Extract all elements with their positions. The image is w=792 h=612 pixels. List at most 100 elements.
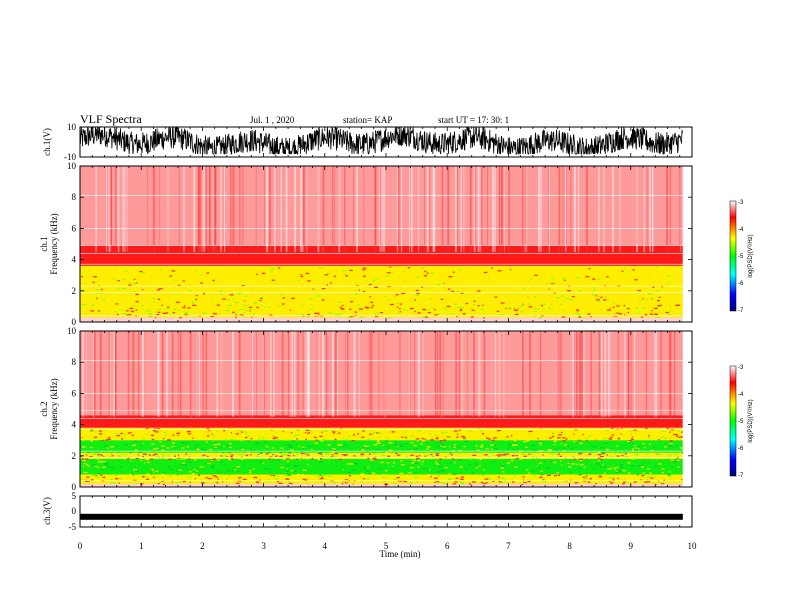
spec2-texture [333, 440, 336, 442]
spec1-texture [147, 310, 151, 312]
spec2-streak [202, 331, 204, 417]
spec1-texture [375, 278, 380, 280]
spec1-texture [387, 299, 391, 301]
spec1-texture [577, 309, 579, 311]
spec2-texture [442, 483, 446, 485]
spec1-texture [534, 274, 538, 276]
spec2-texture [211, 433, 213, 435]
spec2-streak [458, 331, 461, 417]
spec2-texture [630, 433, 632, 435]
spec1-texture [577, 290, 582, 292]
spec2-texture [361, 449, 365, 451]
spec2-texture [333, 432, 336, 434]
spec2-texture [618, 470, 622, 472]
spec2-texture [676, 434, 679, 436]
spec1-texture [256, 273, 258, 275]
spec2-texture [369, 433, 373, 435]
spec1-texture [312, 288, 314, 290]
spec2-texture [663, 479, 666, 481]
figure-title: VLF Spectra [80, 112, 142, 126]
spec1-texture [655, 290, 659, 292]
spec2-texture [82, 440, 85, 442]
spec2-texture [97, 451, 101, 453]
spec2-texture [153, 472, 155, 474]
spec1-texture [139, 270, 143, 273]
spec1-texture [369, 296, 372, 298]
spec2-texture [301, 474, 304, 476]
spec1-streak [212, 166, 214, 252]
spec1-texture [192, 316, 195, 318]
spec2-texture [96, 458, 99, 460]
spec2-texture [400, 464, 405, 466]
spec2-texture [260, 428, 263, 430]
spec2-texture [510, 460, 514, 462]
spec1-streak [456, 166, 458, 252]
spec1-texture [166, 307, 170, 310]
spec2-texture [349, 463, 354, 465]
spec2-texture [567, 445, 570, 447]
spec2-texture [90, 429, 94, 431]
spec1-texture [315, 312, 320, 314]
spec2-texture [458, 429, 461, 431]
spec1-texture [305, 272, 309, 275]
spec1-texture [608, 299, 610, 301]
spec2-texture [618, 438, 620, 440]
spec2-streak [138, 331, 140, 417]
spec2-texture [293, 465, 296, 467]
spec2-texture [284, 454, 287, 456]
spec2-texture [191, 473, 195, 475]
spec2-texture [129, 473, 131, 475]
spec2-texture [383, 475, 385, 477]
spec2-texture [279, 466, 284, 469]
spec2-texture [424, 455, 427, 457]
spec2-texture [560, 460, 562, 462]
spec2-texture [110, 466, 114, 469]
spec1-texture [665, 311, 669, 314]
spec1-texture [116, 313, 119, 316]
spec2-texture [146, 478, 149, 480]
spec2-texture [101, 461, 106, 463]
spec2-texture [585, 477, 587, 479]
spec2-texture [208, 477, 212, 480]
spec2-streak [655, 331, 658, 417]
spec2-texture [590, 477, 592, 480]
spec2-texture [348, 435, 351, 437]
spec2-texture [661, 468, 665, 470]
spec2-texture [654, 483, 657, 485]
spec1-texture [642, 298, 644, 300]
spec2-texture [386, 451, 389, 454]
spec2-texture [217, 479, 219, 481]
spec2-texture [412, 459, 416, 461]
spec2-streak [498, 331, 500, 417]
spec1-texture [135, 301, 139, 303]
spec2-texture [81, 457, 84, 459]
spec1-texture [572, 296, 575, 298]
spec2-texture [586, 458, 588, 460]
spec1-streak [409, 166, 410, 252]
spec1-texture [174, 299, 177, 301]
ch1-ytick-top: 10 [67, 122, 77, 132]
spec1-texture [603, 299, 607, 301]
spec2-texture [285, 478, 289, 480]
spec2-texture [501, 465, 505, 467]
spec2-texture [390, 467, 394, 469]
spec1-texture [98, 310, 101, 312]
spec2-texture [621, 444, 623, 446]
spec2-texture [431, 427, 433, 430]
spec2-texture [561, 431, 563, 433]
spec1-streak [194, 166, 196, 252]
spec2-texture [652, 447, 655, 449]
spec2-texture [512, 444, 514, 446]
spec2-texture [152, 448, 156, 450]
spec2-texture [557, 453, 560, 455]
spec1-texture [606, 276, 609, 278]
spec1-texture [491, 267, 494, 269]
spec2-texture [274, 475, 278, 477]
spec2-texture [330, 456, 333, 458]
spec2-texture [666, 427, 668, 430]
spec2-texture [194, 478, 196, 480]
spec2-texture [555, 428, 558, 430]
spec2-texture [171, 446, 173, 449]
spec2-texture [449, 452, 451, 454]
spec1-texture [680, 268, 683, 270]
